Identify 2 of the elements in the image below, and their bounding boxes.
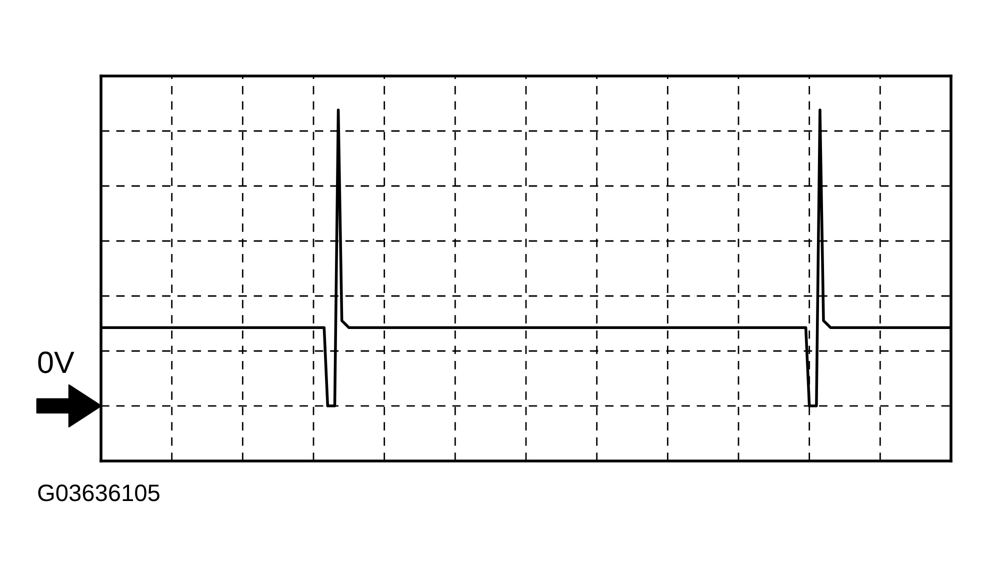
- text: G03636105: [38, 484, 160, 502]
- ref-line-label: 0V: [38, 352, 74, 374]
